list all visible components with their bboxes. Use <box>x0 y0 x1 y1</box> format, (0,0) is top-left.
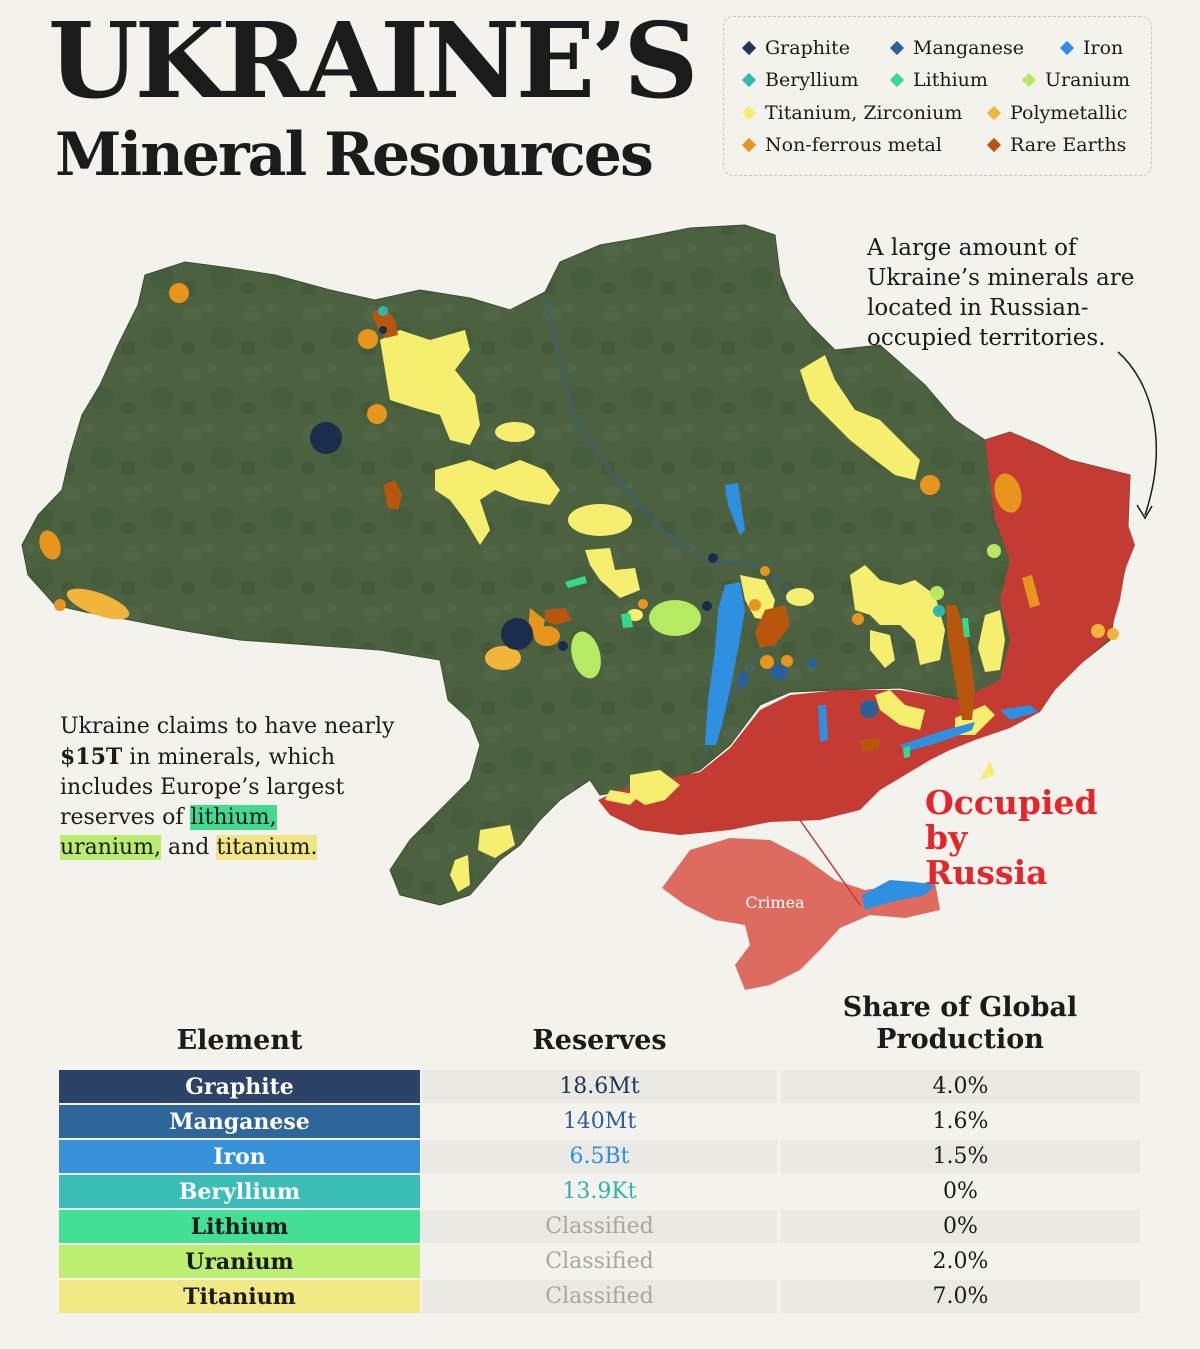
reserves-cell: 6.5Bt <box>422 1140 777 1173</box>
legend-swatch-icon <box>741 40 757 56</box>
occupied-minerals-callout: A large amount of Ukraine’s minerals are… <box>867 235 1135 351</box>
table-row: Graphite 18.6Mt 4.0% <box>59 1070 1140 1103</box>
manganese-deposits <box>737 658 878 718</box>
lithium-beryllium-deposits <box>378 306 970 758</box>
legend-label: Titanium, Zirconium <box>765 102 963 124</box>
table-row: Titanium Classified 7.0% <box>59 1280 1140 1313</box>
callout-arrow <box>1117 351 1157 516</box>
claim-uranium: uranium, <box>60 835 162 860</box>
occupied-region <box>598 432 1135 835</box>
ukraine-map: Crimea <box>21 224 1157 990</box>
legend-item-beryllium: Beryllium <box>741 68 859 92</box>
legend-item-non-ferrous-metal: Non-ferrous metal <box>741 133 942 157</box>
share-cell: 0% <box>943 1179 978 1204</box>
legend-label: Manganese <box>913 37 1024 59</box>
table-row: Lithium Classified 0% <box>59 1210 1140 1243</box>
claim-amount: $15T <box>60 744 123 770</box>
legend-label: Rare Earths <box>1010 134 1127 156</box>
legend-swatch-icon <box>986 137 1002 153</box>
claim-titanium: titanium. <box>216 835 318 860</box>
titanium-deposits <box>380 330 1005 892</box>
legend-label: Uranium <box>1045 69 1130 91</box>
page-title: UKRAINE’S <box>48 0 698 122</box>
legend-item-manganese: Manganese <box>889 36 1024 60</box>
reserves-cell: 140Mt <box>562 1109 637 1134</box>
legend-label: Beryllium <box>765 69 859 91</box>
crimea <box>662 838 940 990</box>
legend-swatch-icon <box>889 40 905 56</box>
legend-item-uranium: Uranium <box>1021 68 1130 92</box>
legend-item-polymetallic: Polymetallic <box>986 101 1127 125</box>
occupied-label-text: Occupied by Russia <box>925 783 1098 892</box>
element-cell: Titanium <box>59 1280 420 1313</box>
legend-label: Non-ferrous metal <box>765 134 942 156</box>
iron-deposits <box>705 483 1038 910</box>
legend-swatch-icon <box>741 105 757 121</box>
legend-swatch-icon <box>1021 72 1037 88</box>
polymetallic-deposits <box>39 283 1119 670</box>
claim-middle: in minerals, which includes Europe’s lar… <box>60 745 345 830</box>
crimea-label: Crimea <box>745 893 805 912</box>
share-cell: 1.5% <box>781 1140 1140 1173</box>
element-cell: Graphite <box>59 1070 420 1103</box>
page-subtitle: Mineral Resources <box>55 120 654 190</box>
column-header-share: Share of Global Production <box>842 992 1078 1055</box>
legend-swatch-icon <box>1059 40 1075 56</box>
legend-swatch-icon <box>986 105 1002 121</box>
callout-arrowhead <box>1136 504 1153 520</box>
reserves-cell: Classified <box>422 1280 777 1313</box>
element-cell: Manganese <box>59 1105 420 1138</box>
element-cell: Beryllium <box>59 1175 420 1208</box>
element-cell: Iron <box>59 1140 420 1173</box>
claim-prefix: Ukraine claims to have nearly <box>60 714 395 739</box>
reserves-cell: 13.9Kt <box>562 1179 637 1204</box>
table-row: Uranium Classified 2.0% <box>59 1245 1140 1278</box>
element-cell: Lithium <box>59 1210 420 1243</box>
legend-label: Graphite <box>765 37 850 59</box>
element-cell: Uranium <box>59 1245 420 1278</box>
share-cell: 1.6% <box>932 1109 989 1134</box>
legend-item-titanium-zirconium: Titanium, Zirconium <box>741 101 962 125</box>
reserves-cell: Classified <box>545 1249 654 1274</box>
reserves-cell: 18.6Mt <box>422 1070 777 1103</box>
legend-label: Lithium <box>913 69 988 91</box>
dnipro-river <box>543 299 793 761</box>
share-cell: 2.0% <box>932 1249 989 1274</box>
kerch-line <box>799 819 861 906</box>
legend-swatch-icon <box>741 137 757 153</box>
legend-item-rare-earths: Rare Earths <box>986 133 1126 157</box>
legend-label: Polymetallic <box>1010 102 1128 124</box>
graphite-deposits <box>310 326 718 651</box>
uranium-deposits <box>571 544 1001 679</box>
reserves-cell: Classified <box>422 1210 777 1243</box>
minerals-claim-text: Ukraine claims to have nearly $15T in mi… <box>60 712 420 863</box>
rare-earth-deposits <box>372 308 975 752</box>
share-cell: 7.0% <box>781 1280 1140 1313</box>
table-row: Iron 6.5Bt 1.5% <box>59 1140 1140 1173</box>
legend-item-lithium: Lithium <box>889 68 988 92</box>
legend-swatch-icon <box>889 72 905 88</box>
claim-lithium: lithium, <box>190 805 277 830</box>
legend: Graphite Manganese Iron Beryllium Lithium Ura… <box>723 16 1152 176</box>
legend-item-iron: Iron <box>1059 36 1123 60</box>
table-row: Manganese 140Mt 1.6% <box>59 1105 1140 1138</box>
claim-and: and <box>161 835 217 860</box>
occupied-label: Occupied by Russia <box>925 783 1098 892</box>
legend-swatch-icon <box>741 72 757 88</box>
legend-label: Iron <box>1083 37 1124 59</box>
share-cell: 4.0% <box>781 1070 1140 1103</box>
column-header-reserves: Reserves <box>532 1025 667 1056</box>
table-row: Beryllium 13.9Kt 0% <box>59 1175 1140 1208</box>
share-cell: 0% <box>781 1210 1140 1243</box>
legend-item-graphite: Graphite <box>741 36 850 60</box>
ukraine-land <box>21 224 1131 906</box>
column-header-element: Element <box>176 1025 303 1056</box>
